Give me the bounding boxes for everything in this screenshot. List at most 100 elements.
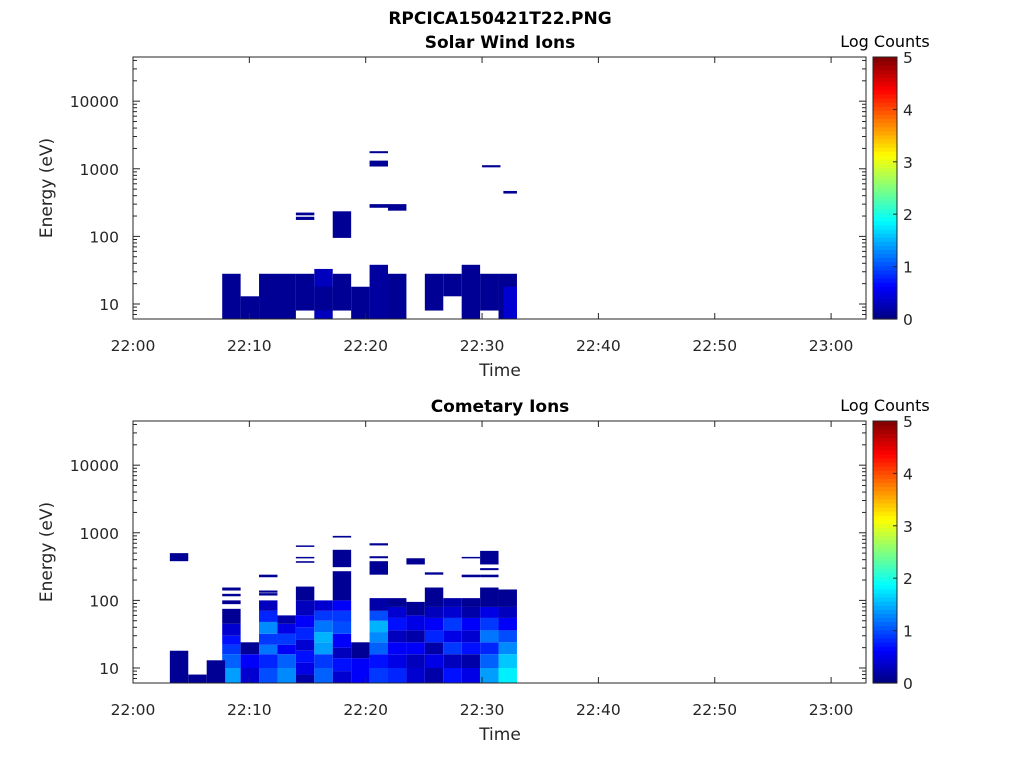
heatmap-cell: [480, 668, 499, 683]
x-tick-label: 23:00: [809, 701, 854, 719]
colorbar-swatch: [873, 249, 897, 255]
colorbar-swatch: [873, 564, 897, 569]
heatmap-cell: [240, 296, 260, 319]
colorbar-swatch: [873, 57, 897, 62]
heatmap-cell: [369, 610, 388, 621]
y-axis-label-cometary: Energy (eV): [37, 502, 57, 602]
colorbar-swatch: [873, 502, 897, 508]
heatmap-cell: [314, 286, 333, 311]
colorbar-tick-label: 1: [903, 259, 913, 277]
x-axis-label-solar-wind: Time: [478, 361, 521, 381]
colorbar-swatch: [873, 196, 897, 201]
heatmap-cell: [222, 608, 241, 624]
colorbar-swatch: [873, 179, 897, 185]
colorbar-swatch: [873, 535, 897, 541]
heatmap-cell: [369, 264, 388, 319]
heatmap-cell: [240, 668, 260, 683]
colorbar-swatch: [873, 527, 897, 533]
heatmap-cell: [259, 621, 278, 634]
heatmap-cell: [387, 598, 407, 607]
heatmap-cell: [259, 273, 296, 319]
heatmap-cell: [314, 668, 333, 683]
heatmap-cell: [443, 668, 462, 683]
colorbar-swatch: [873, 163, 897, 169]
heatmap-cell: [332, 273, 352, 311]
heatmap-cell: [169, 650, 189, 683]
heatmap-cell: [314, 620, 333, 633]
colorbar-tick-label: 5: [903, 413, 913, 431]
colorbar-swatch: [873, 73, 897, 79]
heatmap-cell: [461, 606, 481, 618]
x-tick-label: 22:20: [343, 701, 388, 719]
heatmap-cell: [482, 165, 501, 168]
cometary-ions-panel: Cometary Ions Log Counts Time Energy (eV…: [37, 396, 930, 745]
y-tick-label: 10000: [70, 93, 119, 111]
heatmap-cell: [461, 668, 481, 683]
heatmap-cell: [332, 211, 352, 238]
colorbar-swatch: [873, 241, 897, 246]
x-tick-label: 22:10: [227, 337, 272, 355]
heatmap-cell: [498, 654, 517, 669]
colorbar-swatch: [873, 449, 897, 455]
colorbar-swatch: [873, 474, 897, 479]
heatmap-cell: [277, 633, 296, 645]
colorbar-swatch: [873, 192, 897, 197]
y-tick-label: 10: [99, 660, 119, 678]
colorbar-frame: [872, 420, 898, 684]
colorbar-swatch: [873, 126, 897, 132]
heatmap-cell: [369, 642, 388, 655]
panel-title-cometary: Cometary Ions: [431, 397, 570, 417]
heatmap-cell: [406, 654, 425, 669]
plot-frame: [132, 56, 867, 320]
heatmap-cell: [387, 668, 407, 683]
colorbar-swatch: [873, 269, 897, 275]
plot-frame: [132, 420, 867, 684]
heatmap-cell: [259, 593, 278, 596]
colorbar-swatch: [873, 97, 897, 103]
heatmap-cells: [222, 151, 517, 319]
colorbar-swatch: [873, 654, 897, 660]
colorbar-swatch: [873, 167, 897, 173]
heatmap-cell: [480, 587, 499, 607]
heatmap-cell: [424, 642, 444, 655]
heatmap-cell: [240, 642, 260, 655]
heatmap-cell: [369, 543, 388, 546]
x-tick-label: 22:50: [692, 337, 737, 355]
y-tick-label: 1000: [80, 161, 119, 179]
colorbar-swatch: [873, 69, 897, 74]
x-axis-label-cometary: Time: [478, 725, 521, 745]
solar-wind-ions-panel: Solar Wind Ions Log Counts Time Energy (…: [37, 32, 930, 381]
x-tick-label: 22:00: [111, 701, 156, 719]
colorbar-swatch: [873, 457, 897, 463]
heatmap-cell: [461, 617, 481, 631]
colorbar-swatch: [873, 257, 897, 263]
colorbar-swatch: [873, 224, 897, 230]
heatmap-cell: [222, 654, 241, 669]
colorbar-swatch: [873, 498, 897, 504]
colorbar-tick-label: 0: [903, 311, 913, 329]
heatmap-cell: [259, 644, 278, 655]
colorbar-swatch: [873, 662, 897, 668]
colorbar-swatch: [873, 515, 897, 520]
colorbar-swatch: [873, 314, 897, 320]
colorbar-tick-label: 1: [903, 623, 913, 641]
heatmap-cell: [351, 658, 370, 683]
heatmap-cell: [295, 674, 315, 683]
heatmap-cell: [480, 642, 499, 655]
heatmap-cell: [406, 615, 425, 631]
colorbar-swatch: [873, 81, 897, 87]
colorbar-swatch: [873, 188, 897, 193]
colorbar-swatch: [873, 77, 897, 83]
heatmap-cell: [259, 668, 278, 683]
heatmap-cell: [277, 654, 296, 669]
heatmap-cell: [498, 606, 517, 618]
heatmap-cell: [222, 644, 241, 655]
x-tick-label: 22:00: [111, 337, 156, 355]
x-tick-label: 22:50: [692, 701, 737, 719]
heatmap-cell: [295, 662, 315, 675]
colorbar-swatch: [873, 453, 897, 459]
heatmap-cell: [295, 561, 315, 563]
x-tick-label: 22:40: [576, 337, 621, 355]
colorbar-swatch: [873, 572, 897, 578]
heatmap-cell: [222, 593, 241, 597]
